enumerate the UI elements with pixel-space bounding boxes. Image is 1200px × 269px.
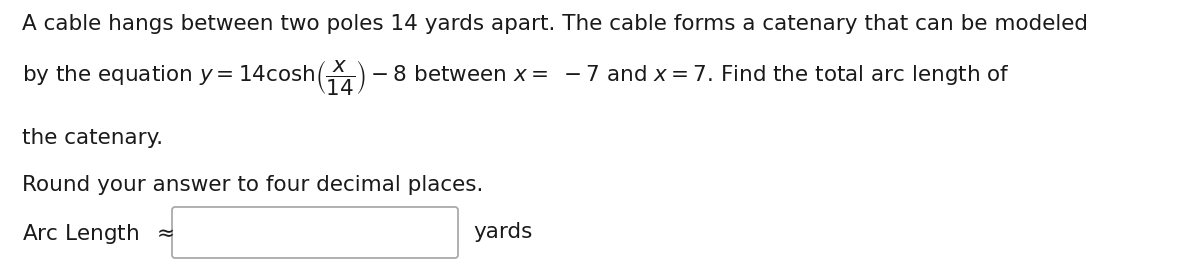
Text: A cable hangs between two poles 14 yards apart. The cable forms a catenary that : A cable hangs between two poles 14 yards… <box>22 14 1088 34</box>
FancyBboxPatch shape <box>172 207 458 258</box>
Text: Round your answer to four decimal places.: Round your answer to four decimal places… <box>22 175 484 195</box>
Text: Arc Length  $\approx$: Arc Length $\approx$ <box>22 222 174 246</box>
Text: yards: yards <box>473 222 533 242</box>
Text: by the equation $y = 14\cosh\!\left(\dfrac{x}{14}\right) - 8$ between $x =\ -7$ : by the equation $y = 14\cosh\!\left(\dfr… <box>22 58 1010 97</box>
Text: the catenary.: the catenary. <box>22 128 163 148</box>
